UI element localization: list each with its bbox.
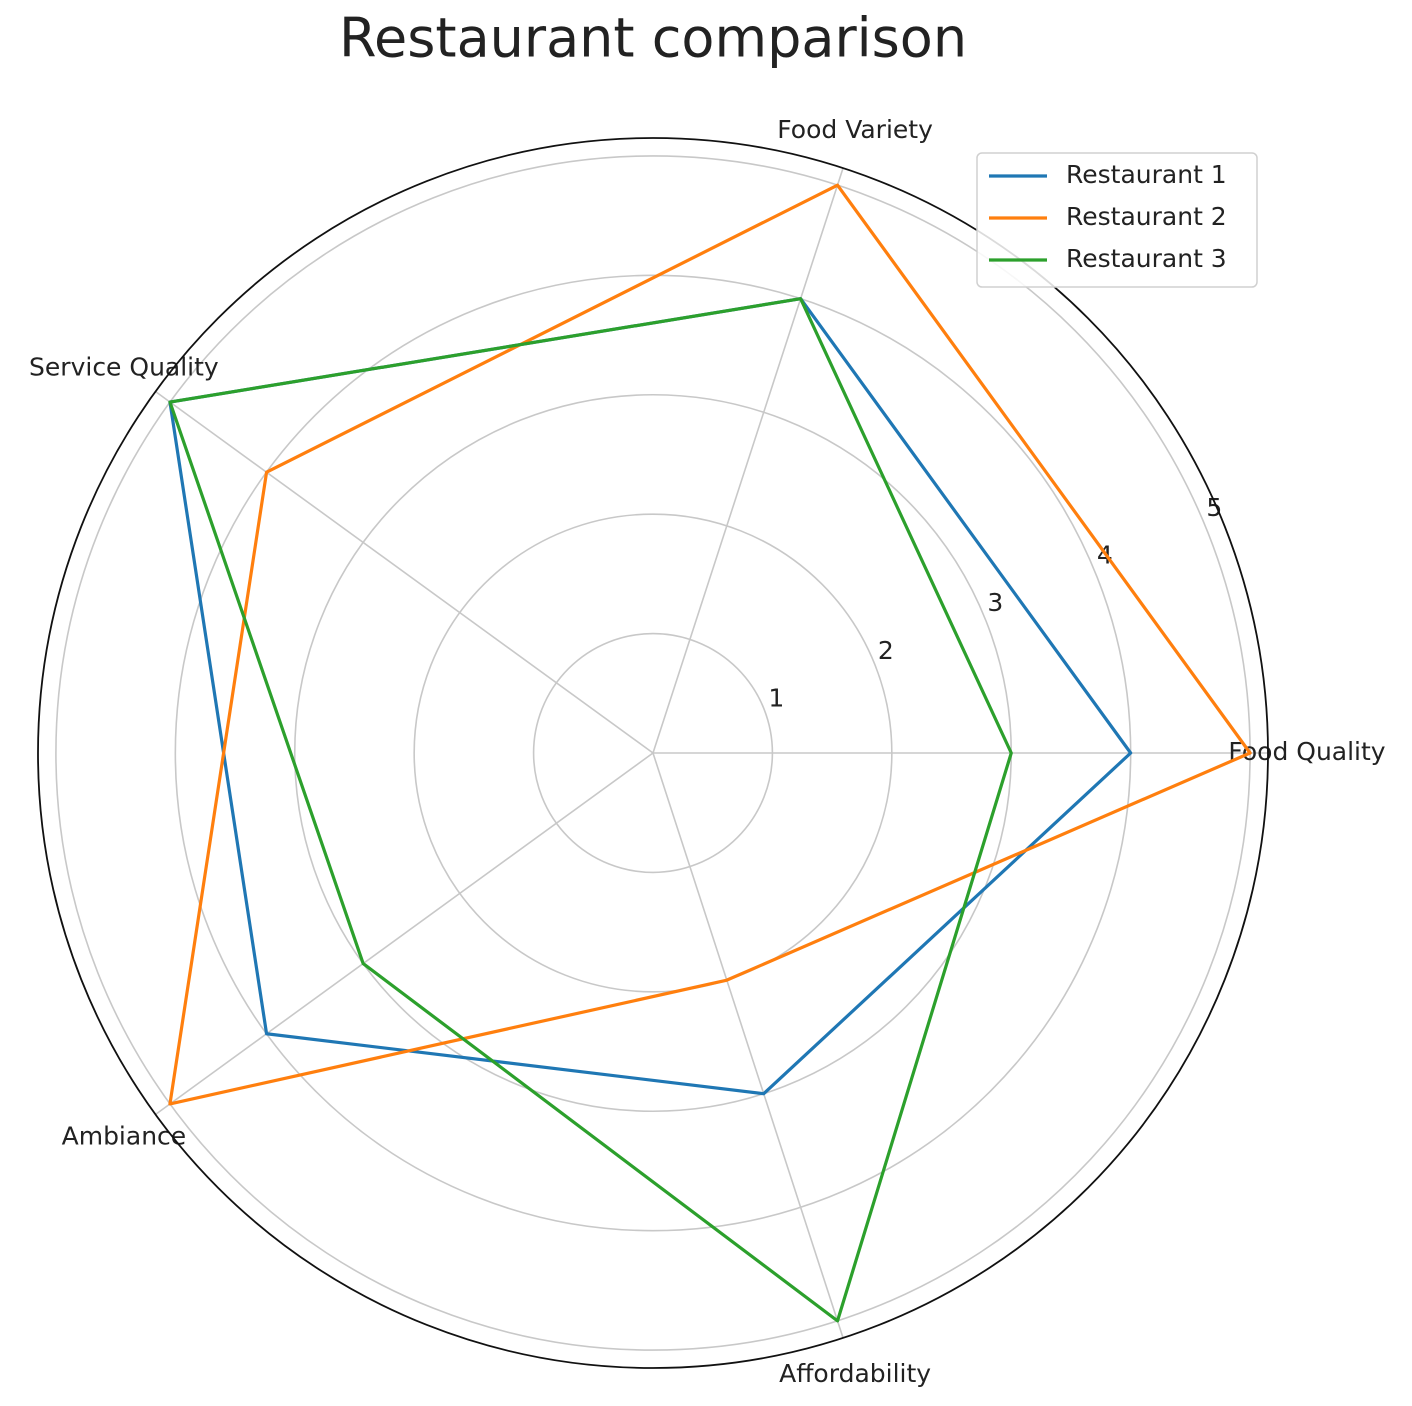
category-label: Service Quality [29, 353, 219, 382]
category-label: Food Variety [777, 115, 933, 144]
legend: Restaurant 1 Restaurant 2 Restaurant 3 [976, 152, 1258, 288]
r-tick-label: 5 [1206, 493, 1222, 522]
r-tick-label: 1 [768, 683, 784, 712]
spoke [652, 167, 844, 754]
r-tick-label: 2 [878, 636, 894, 665]
series-line [168, 297, 1013, 1323]
series-line [168, 297, 1133, 1096]
spoke [154, 390, 654, 754]
legend-label: Restaurant 3 [1066, 244, 1227, 273]
legend-label: Restaurant 2 [1066, 202, 1227, 231]
spoke [652, 752, 844, 1339]
r-tick-label: 3 [987, 588, 1003, 617]
legend-frame [976, 152, 1258, 288]
category-label: Affordability [779, 1359, 931, 1388]
spoke [154, 752, 654, 1116]
legend-label: Restaurant 1 [1066, 160, 1227, 189]
category-label: Ambiance [62, 1121, 187, 1150]
chart-title: Restaurant comparison [339, 7, 967, 70]
series-line [168, 183, 1252, 1106]
outer-frame [37, 137, 1269, 1369]
category-label: Food Quality [1228, 737, 1385, 766]
